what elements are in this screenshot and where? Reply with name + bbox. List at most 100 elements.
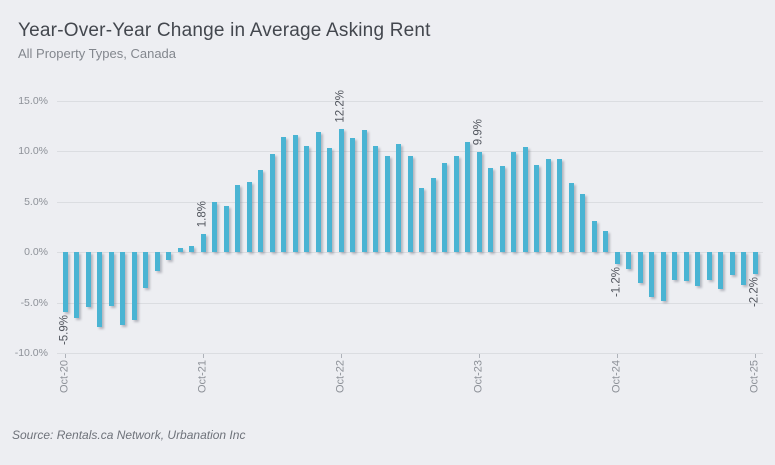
plot-area: -5.9% 1.8% 12.2% 9.9% -1.2% -2.2% bbox=[57, 90, 763, 354]
bar-May-22 bbox=[281, 137, 286, 253]
bar-Oct-23 bbox=[476, 152, 482, 253]
bar-Jan-21 bbox=[97, 252, 102, 327]
y-axis-tick-label: -5.0% bbox=[20, 296, 48, 309]
value-annotation-text: -1.2% bbox=[610, 267, 623, 298]
x-axis-tick-label: Oct-20 bbox=[58, 360, 71, 397]
bar-Aug-25 bbox=[729, 252, 735, 276]
bar-Jul-23 bbox=[442, 163, 447, 253]
x-axis-tick-label-text: Oct-25 bbox=[748, 360, 761, 394]
gridline bbox=[57, 252, 763, 254]
x-axis-tick-label-text: Oct-20 bbox=[58, 360, 71, 394]
chart-title: Year-Over-Year Change in Average Asking … bbox=[18, 20, 431, 41]
bar-Jul-25 bbox=[718, 252, 723, 290]
bar-Mar-24 bbox=[534, 164, 539, 253]
bar-Feb-23 bbox=[384, 156, 390, 253]
gridline bbox=[57, 151, 763, 153]
bar-Jun-23 bbox=[430, 177, 436, 253]
bar-May-24 bbox=[557, 159, 562, 253]
bar-Jul-21 bbox=[166, 252, 171, 261]
source-note: Source: Rentals.ca Network, Urbanation I… bbox=[12, 428, 246, 442]
bar-Sep-23 bbox=[465, 142, 470, 253]
bar-Jan-25 bbox=[649, 252, 654, 297]
bar-Nov-23 bbox=[488, 167, 493, 253]
bar-Sep-24 bbox=[603, 231, 608, 253]
bar-Jul-24 bbox=[580, 193, 585, 253]
x-axis-tick-label-text: Oct-24 bbox=[610, 360, 623, 394]
value-annotation-text: 9.9% bbox=[472, 119, 485, 146]
bar-Sep-25 bbox=[741, 252, 746, 286]
x-axis-tick-label: Oct-24 bbox=[610, 360, 623, 397]
x-axis-tick-label: Oct-23 bbox=[472, 360, 485, 397]
value-annotation-Oct-21: 1.8% bbox=[196, 200, 209, 231]
y-axis-tick-label: -10.0% bbox=[14, 347, 48, 359]
x-axis-tick bbox=[341, 354, 342, 358]
bar-Apr-24 bbox=[545, 159, 551, 253]
bar-Aug-21 bbox=[177, 248, 183, 253]
bar-Sep-21 bbox=[189, 246, 194, 253]
bar-Jun-22 bbox=[292, 135, 298, 253]
bar-Apr-23 bbox=[407, 156, 413, 253]
bar-Feb-22 bbox=[246, 181, 252, 253]
bar-Mar-25 bbox=[672, 252, 677, 281]
value-annotation-text: 1.8% bbox=[196, 200, 209, 228]
x-axis-tick-label-text: Oct-21 bbox=[196, 360, 209, 394]
bar-Mar-22 bbox=[258, 169, 263, 253]
gridline bbox=[57, 302, 763, 304]
bar-Jun-21 bbox=[154, 252, 160, 272]
bar-Jan-22 bbox=[235, 184, 240, 253]
x-axis-tick bbox=[617, 354, 618, 358]
bar-Jun-25 bbox=[706, 252, 712, 281]
x-axis-tick-label: Oct-22 bbox=[334, 360, 347, 397]
bar-Feb-25 bbox=[660, 252, 666, 301]
bar-Oct-20 bbox=[62, 252, 68, 312]
bar-Oct-21 bbox=[200, 234, 206, 253]
value-annotation-text: -5.9% bbox=[58, 314, 71, 345]
gridline bbox=[57, 101, 763, 102]
y-axis-tick-label: 0.0% bbox=[24, 246, 48, 259]
bar-Dec-23 bbox=[499, 165, 505, 253]
bar-Feb-24 bbox=[522, 147, 528, 253]
bar-Nov-20 bbox=[74, 252, 79, 318]
bar-Dec-24 bbox=[637, 252, 643, 284]
bar-Feb-21 bbox=[108, 252, 114, 306]
bar-Oct-24 bbox=[614, 252, 620, 265]
bar-Aug-24 bbox=[591, 220, 597, 253]
bar-Jan-24 bbox=[511, 152, 516, 253]
bar-Jul-22 bbox=[304, 146, 309, 253]
bar-Mar-23 bbox=[396, 144, 401, 253]
bar-Dec-20 bbox=[85, 252, 91, 307]
x-axis-tick bbox=[65, 354, 66, 358]
bar-Aug-22 bbox=[315, 132, 321, 253]
value-annotation-Oct-24: -1.2% bbox=[610, 267, 623, 301]
bar-Aug-23 bbox=[453, 156, 459, 253]
x-axis-tick bbox=[479, 354, 480, 358]
bar-Apr-22 bbox=[269, 154, 275, 253]
bar-Jan-23 bbox=[373, 146, 378, 253]
x-axis-tick-label: Oct-25 bbox=[748, 360, 761, 397]
y-axis-tick-label: 10.0% bbox=[18, 145, 48, 158]
bar-Dec-22 bbox=[361, 130, 367, 253]
y-axis-tick-label: 5.0% bbox=[24, 195, 48, 208]
value-annotation-text: 12.2% bbox=[334, 89, 347, 123]
chart-subtitle: All Property Types, Canada bbox=[18, 46, 177, 61]
y-axis-tick-label: 15.0% bbox=[18, 95, 48, 107]
bar-May-21 bbox=[143, 252, 148, 289]
bar-May-25 bbox=[695, 252, 700, 287]
value-annotation-Oct-23: 9.9% bbox=[472, 119, 485, 149]
value-annotation-Oct-25: -2.2% bbox=[748, 277, 761, 311]
bar-Mar-21 bbox=[120, 252, 125, 325]
x-axis-tick bbox=[755, 354, 756, 358]
value-annotation-Oct-20: -5.9% bbox=[58, 314, 71, 349]
bar-Apr-21 bbox=[131, 252, 137, 320]
value-annotation-Oct-22: 12.2% bbox=[334, 89, 347, 127]
x-axis-tick-label-text: Oct-23 bbox=[472, 360, 485, 394]
bar-Apr-25 bbox=[683, 252, 689, 282]
bar-Dec-21 bbox=[223, 205, 229, 253]
bar-Nov-22 bbox=[350, 138, 355, 253]
bar-Nov-21 bbox=[212, 201, 217, 253]
x-axis-tick-label-text: Oct-22 bbox=[334, 360, 347, 394]
bar-Sep-22 bbox=[327, 148, 332, 253]
bar-Nov-24 bbox=[626, 252, 631, 270]
bar-May-23 bbox=[419, 187, 424, 253]
